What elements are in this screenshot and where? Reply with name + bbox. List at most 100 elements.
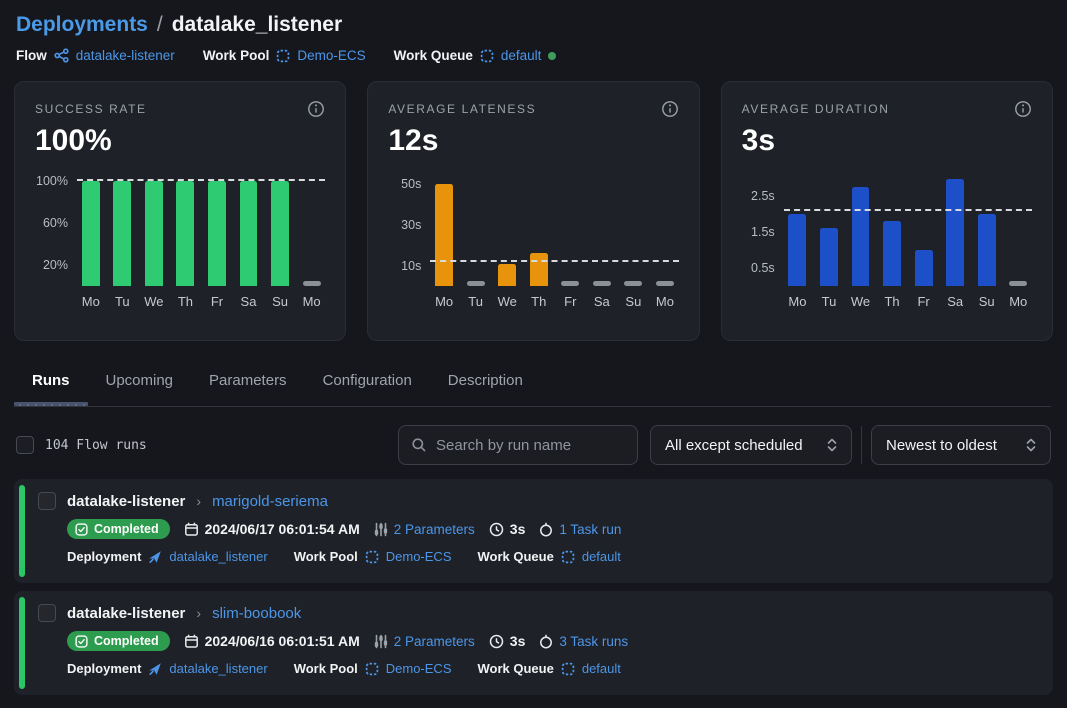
average-duration-value: 3s bbox=[742, 124, 1032, 158]
work-queue-link[interactable]: default bbox=[501, 48, 542, 63]
deployment-link[interactable]: datalake_listener bbox=[169, 661, 267, 676]
info-icon[interactable] bbox=[307, 100, 325, 118]
task-runs-link[interactable]: 3 Task runs bbox=[559, 634, 628, 649]
flow-icon bbox=[54, 48, 69, 63]
x-tick-label: Th bbox=[880, 294, 904, 309]
chart-bar bbox=[113, 181, 131, 286]
row-checkbox[interactable] bbox=[38, 492, 56, 510]
chart-bar bbox=[82, 181, 100, 286]
chart-bar bbox=[208, 181, 226, 286]
work-pool-meta: Work Pool Demo-ECS bbox=[203, 48, 366, 63]
tab-runs[interactable]: Runs bbox=[14, 355, 88, 406]
tab-upcoming[interactable]: Upcoming bbox=[88, 355, 192, 406]
flow-run-row[interactable]: datalake-listener › slim-boobook Complet… bbox=[14, 591, 1053, 695]
flow-run-list: datalake-listener › marigold-seriema Com… bbox=[14, 479, 1053, 695]
average-lateness-chart: 50s30s10s MoTuWeThFrSaSuMo bbox=[388, 174, 678, 309]
y-tick-label: 20% bbox=[43, 258, 68, 272]
average-duration-chart: 2.5s1.5s0.5s MoTuWeThFrSaSuMo bbox=[742, 174, 1032, 309]
y-axis: 2.5s1.5s0.5s bbox=[742, 174, 784, 286]
deployment-label: Deployment bbox=[67, 549, 141, 564]
average-dashed-line bbox=[430, 260, 678, 262]
average-lateness-value: 12s bbox=[388, 124, 678, 158]
y-axis: 50s30s10s bbox=[388, 174, 430, 286]
chart-bar bbox=[303, 281, 321, 286]
calendar-icon bbox=[184, 522, 199, 537]
work-queue-link[interactable]: default bbox=[582, 549, 621, 564]
state-filter-value: All except scheduled bbox=[665, 437, 803, 454]
task-runs-link[interactable]: 1 Task run bbox=[559, 522, 621, 537]
run-date-text: 2024/06/16 06:01:51 AM bbox=[205, 633, 360, 649]
clock-icon bbox=[489, 634, 504, 649]
status-badge-label: Completed bbox=[94, 522, 159, 536]
work-pool-link[interactable]: Demo-ECS bbox=[297, 48, 365, 63]
run-name-link[interactable]: slim-boobook bbox=[212, 605, 301, 622]
average-dashed-line bbox=[77, 179, 325, 181]
flow-run-row[interactable]: datalake-listener › marigold-seriema Com… bbox=[14, 479, 1053, 583]
status-badge[interactable]: Completed bbox=[67, 631, 170, 651]
tab-configuration[interactable]: Configuration bbox=[305, 355, 430, 406]
tab-parameters[interactable]: Parameters bbox=[191, 355, 305, 406]
task-run-icon bbox=[539, 634, 553, 649]
filter-bar: 104 Flow runs All except scheduled Newes… bbox=[16, 425, 1051, 465]
run-duration: 3s bbox=[489, 633, 526, 649]
run-name-link[interactable]: marigold-seriema bbox=[212, 493, 328, 510]
parameters-link[interactable]: 2 Parameters bbox=[394, 634, 475, 649]
work-pool-link[interactable]: Demo-ECS bbox=[386, 549, 452, 564]
chart-bar bbox=[656, 281, 674, 286]
work-pool-label: Work Pool bbox=[294, 549, 358, 564]
x-tick-label: Fr bbox=[912, 294, 936, 309]
y-tick-label: 60% bbox=[43, 216, 68, 230]
status-badge[interactable]: Completed bbox=[67, 519, 170, 539]
chevron-updown-icon bbox=[825, 437, 839, 453]
duration-text: 3s bbox=[510, 633, 526, 649]
run-flow-name: datalake-listener bbox=[67, 605, 185, 622]
sort-order-value: Newest to oldest bbox=[886, 437, 997, 454]
chevron-right-icon: › bbox=[196, 493, 201, 509]
work-pool-label: Work Pool bbox=[203, 48, 270, 63]
average-dashed-line bbox=[784, 209, 1032, 211]
x-tick-label: We bbox=[495, 294, 519, 309]
parameters-link[interactable]: 2 Parameters bbox=[394, 522, 475, 537]
x-tick-label: We bbox=[142, 294, 166, 309]
clock-icon bbox=[489, 522, 504, 537]
search-input[interactable] bbox=[436, 437, 625, 454]
tab-description[interactable]: Description bbox=[430, 355, 541, 406]
chart-bar bbox=[561, 281, 579, 286]
state-color-bar bbox=[19, 485, 25, 577]
breadcrumb: Deployments / datalake_listener bbox=[16, 13, 1051, 37]
x-tick-label: Fr bbox=[559, 294, 583, 309]
x-tick-label: Mo bbox=[300, 294, 324, 309]
y-tick-label: 10s bbox=[401, 259, 421, 273]
select-all-checkbox[interactable] bbox=[16, 436, 34, 454]
breadcrumb-deployments-link[interactable]: Deployments bbox=[16, 13, 148, 37]
task-run-icon bbox=[539, 522, 553, 537]
success-rate-chart: 100%60%20% MoTuWeThFrSaSuMo bbox=[35, 174, 325, 309]
average-lateness-card: AVERAGE LATENESS 12s 50s30s10s MoTuWeThF… bbox=[367, 81, 699, 341]
chart-bar bbox=[176, 181, 194, 286]
breadcrumb-separator: / bbox=[157, 13, 163, 37]
work-pool-link[interactable]: Demo-ECS bbox=[386, 661, 452, 676]
run-search[interactable] bbox=[398, 425, 638, 465]
x-tick-label: Su bbox=[622, 294, 646, 309]
y-tick-label: 1.5s bbox=[751, 225, 775, 239]
sort-order-select[interactable]: Newest to oldest bbox=[871, 425, 1051, 465]
chart-bar bbox=[915, 250, 933, 286]
bar-plot bbox=[784, 174, 1032, 286]
info-icon[interactable] bbox=[661, 100, 679, 118]
work-pool-icon bbox=[276, 49, 290, 63]
row-checkbox[interactable] bbox=[38, 604, 56, 622]
chart-bar bbox=[240, 181, 258, 286]
work-queue-link[interactable]: default bbox=[582, 661, 621, 676]
state-filter-select[interactable]: All except scheduled bbox=[650, 425, 852, 465]
deployment-link[interactable]: datalake_listener bbox=[169, 549, 267, 564]
tab-bar: Runs Upcoming Parameters Configuration D… bbox=[14, 355, 1051, 407]
info-icon[interactable] bbox=[1014, 100, 1032, 118]
success-rate-title: SUCCESS RATE bbox=[35, 102, 147, 116]
flow-link[interactable]: datalake-listener bbox=[76, 48, 175, 63]
x-tick-label: Su bbox=[975, 294, 999, 309]
deployment-label: Deployment bbox=[67, 661, 141, 676]
run-work-queue-meta: Work Queue default bbox=[478, 549, 621, 564]
chart-bar bbox=[530, 253, 548, 286]
parameters-icon bbox=[374, 522, 388, 537]
run-deployment-meta: Deployment datalake_listener bbox=[67, 549, 268, 564]
